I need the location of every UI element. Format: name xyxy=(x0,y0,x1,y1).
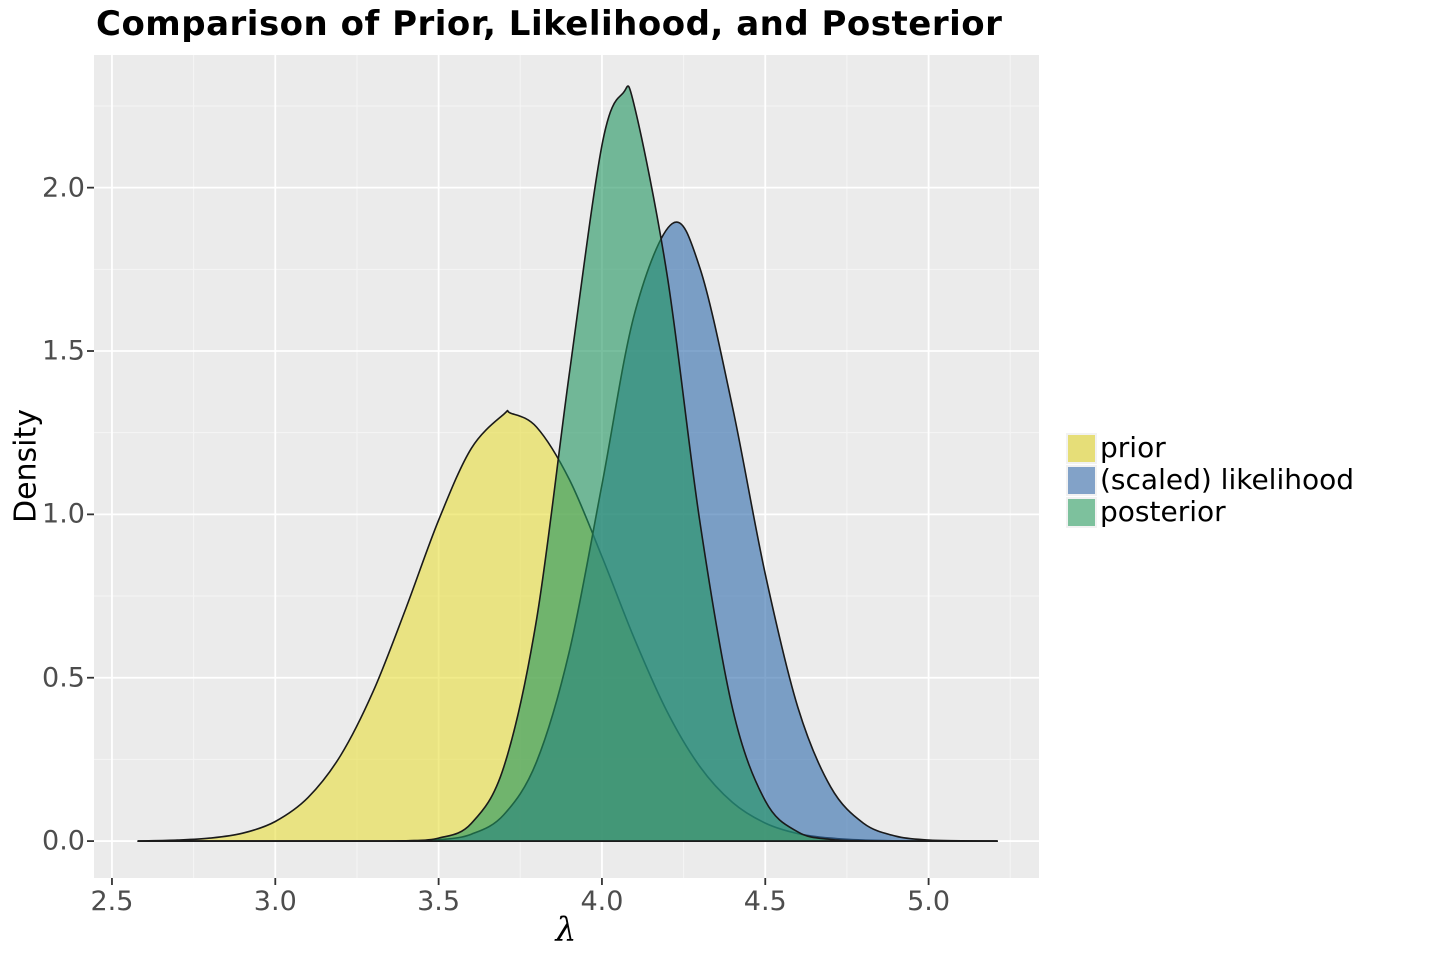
legend-swatch xyxy=(1066,496,1097,528)
x-tick-label: 3.0 xyxy=(253,886,297,917)
x-tick-label: 2.5 xyxy=(90,886,134,917)
x-axis-title: λ xyxy=(555,909,577,949)
legend-item: posterior xyxy=(1066,496,1354,528)
y-tick-label: 0.0 xyxy=(42,825,85,857)
density-area-posterior xyxy=(137,85,998,842)
x-tick-label: 5.0 xyxy=(907,886,951,917)
y-tick-label: 1.0 xyxy=(42,498,85,530)
chart-title: Comparison of Prior, Likelihood, and Pos… xyxy=(96,4,1003,44)
y-tick-label: 0.5 xyxy=(42,662,85,694)
legend-swatch xyxy=(1066,432,1097,464)
x-tick-label: 3.5 xyxy=(417,886,461,917)
legend-label: posterior xyxy=(1100,495,1226,528)
legend-label: prior xyxy=(1100,431,1166,464)
legend-item: (scaled) likelihood xyxy=(1066,464,1354,496)
x-tick-label: 4.5 xyxy=(743,886,787,917)
legend-item: prior xyxy=(1066,432,1354,464)
x-tick-label: 4.0 xyxy=(580,886,624,917)
legend-label: (scaled) likelihood xyxy=(1100,463,1355,496)
legend: prior (scaled) likelihood posterior xyxy=(1066,432,1354,528)
y-tick-label: 2.0 xyxy=(42,172,85,204)
legend-swatch xyxy=(1066,464,1097,496)
y-tick-label: 1.5 xyxy=(42,335,85,367)
